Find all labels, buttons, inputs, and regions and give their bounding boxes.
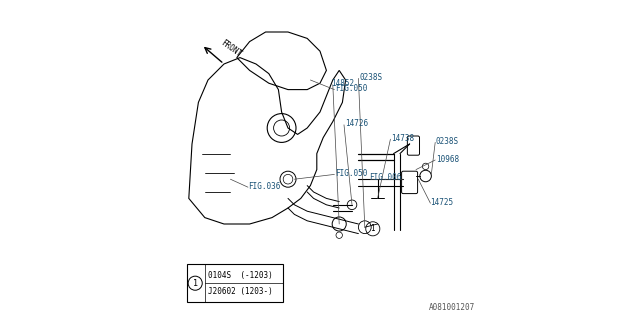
Text: 0104S  (-1203): 0104S (-1203)	[208, 271, 273, 280]
Text: 1: 1	[193, 279, 198, 288]
Text: 0238S: 0238S	[359, 73, 382, 82]
Text: J20602 (1203-): J20602 (1203-)	[208, 287, 273, 296]
Text: 14738: 14738	[391, 134, 414, 143]
Text: 0238S: 0238S	[436, 137, 459, 146]
Text: 10968: 10968	[436, 155, 459, 164]
Text: FRONT: FRONT	[219, 39, 243, 59]
Text: FIG.050: FIG.050	[335, 169, 368, 178]
Text: 1: 1	[371, 224, 375, 233]
Text: 14852: 14852	[332, 79, 355, 88]
Bar	[187, 264, 283, 302]
Text: A081001207: A081001207	[429, 303, 475, 312]
Text: 14726: 14726	[345, 119, 368, 128]
Text: 14725: 14725	[430, 198, 454, 207]
Text: FIG.050: FIG.050	[335, 84, 368, 92]
Text: FIG.036: FIG.036	[248, 182, 280, 191]
Text: FIG.006: FIG.006	[370, 173, 402, 182]
